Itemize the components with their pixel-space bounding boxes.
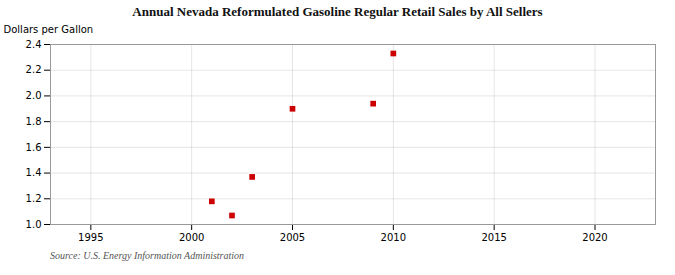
svg-text:1.4: 1.4 (26, 167, 42, 178)
svg-text:1.2: 1.2 (26, 193, 42, 204)
svg-text:2.4: 2.4 (26, 39, 42, 50)
svg-text:1.8: 1.8 (26, 116, 42, 127)
html-text:Source: U.S. Energy Informatio: Source: U.S. Energy Information Administ… (50, 250, 245, 261)
svg-text:2.0: 2.0 (26, 90, 42, 101)
svg-text:1.0: 1.0 (26, 219, 42, 230)
html-text:Annual Nevada Reformulated Gas: Annual Nevada Reformulated Gasoline Regu… (132, 4, 543, 19)
svg-text:2.2: 2.2 (26, 64, 42, 75)
svg-text:1.6: 1.6 (26, 142, 42, 153)
svg-text:2010: 2010 (381, 232, 406, 243)
svg-text:Dollars per Gallon: Dollars per Gallon (4, 24, 94, 35)
svg-text:2000: 2000 (179, 232, 204, 243)
svg-text:2005: 2005 (280, 232, 305, 243)
svg-text:2020: 2020 (582, 232, 607, 243)
svg-text:2015: 2015 (481, 232, 506, 243)
svg-text:1995: 1995 (78, 232, 103, 243)
